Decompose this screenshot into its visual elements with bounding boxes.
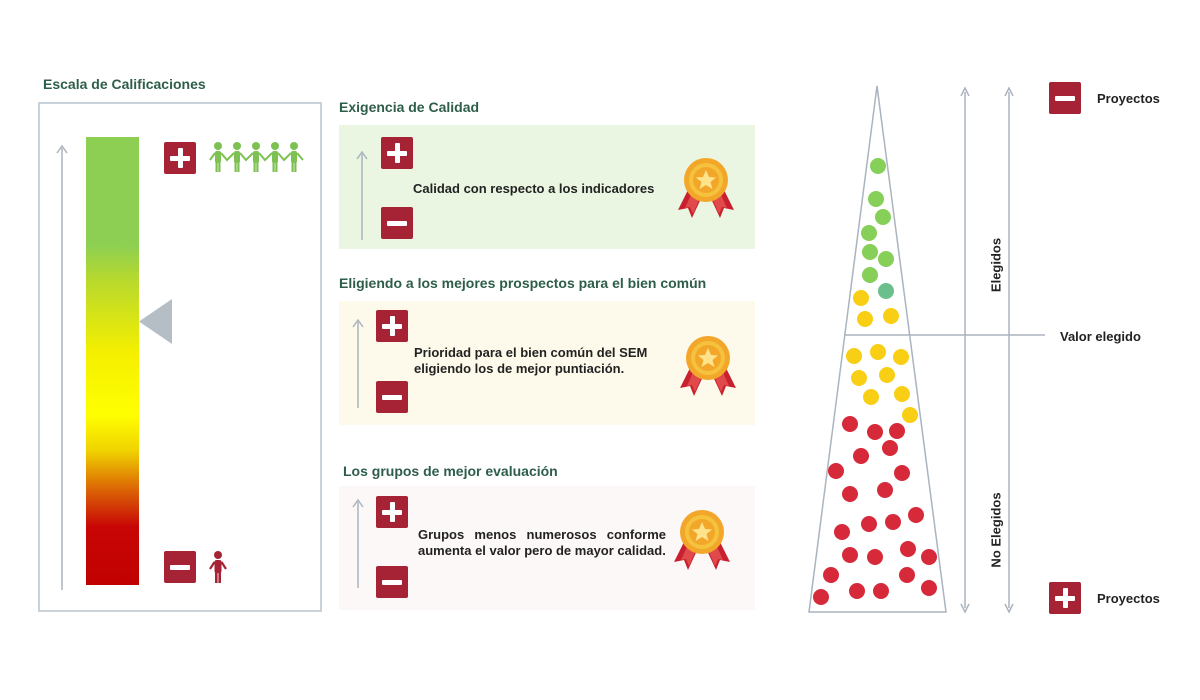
medal-icon	[674, 510, 730, 570]
card-2-title: Eligiendo a los mejores prospectos para …	[339, 275, 707, 291]
card-3-plus-icon	[376, 496, 408, 528]
rating-gradient-bar	[86, 137, 139, 585]
card-2-text: Prioridad para el bien común del SEM eli…	[414, 345, 648, 376]
proyectos-minus-label: Proyectos	[1097, 91, 1160, 106]
card-2-plus-icon	[376, 310, 408, 342]
teal-dot	[878, 283, 894, 299]
pointer-triangle-icon	[139, 299, 172, 344]
yellow-dots	[846, 290, 918, 423]
card-3-text: Grupos menos numerosos conforme aumenta …	[418, 527, 666, 558]
card-3-arrow-up-icon	[352, 498, 364, 588]
plus-icon	[164, 142, 196, 174]
card-1-text: Calidad con respecto a los indicadores	[413, 181, 655, 196]
no-elegidos-label: No Elegidos	[988, 492, 1004, 568]
valor-elegido-label: Valor elegido	[1060, 329, 1141, 344]
card-2-arrow-up-icon	[352, 318, 364, 408]
elegidos-label: Elegidos	[988, 237, 1004, 293]
proyectos-minus-icon	[1049, 82, 1081, 114]
person-icon	[209, 551, 227, 583]
elegidos-label-wrap: Elegidos	[988, 230, 1004, 300]
selection-funnel	[808, 85, 1045, 614]
card-2-minus-icon	[376, 381, 408, 413]
scale-arrow-up-icon	[56, 144, 68, 590]
proyectos-plus-icon	[1049, 582, 1081, 614]
people-group-icon	[209, 142, 304, 172]
medal-icon	[680, 336, 736, 396]
green-dots	[861, 158, 894, 283]
minus-icon	[164, 551, 196, 583]
card-1-plus-icon	[381, 137, 413, 169]
card-2	[339, 301, 755, 425]
proyectos-plus-label: Proyectos	[1097, 591, 1160, 606]
funnel-triangle	[808, 85, 947, 613]
card-3-minus-icon	[376, 566, 408, 598]
scale-title: Escala de Calificaciones	[43, 76, 206, 92]
card-3-title: Los grupos de mejor evaluación	[343, 463, 558, 479]
card-1-arrow-up-icon	[356, 150, 368, 240]
red-dots	[813, 416, 937, 605]
no-elegidos-label-wrap: No Elegidos	[988, 490, 1004, 570]
card-1-title: Exigencia de Calidad	[339, 99, 480, 115]
card-1-minus-icon	[381, 207, 413, 239]
medal-icon	[678, 158, 734, 218]
scale-panel	[38, 102, 322, 612]
